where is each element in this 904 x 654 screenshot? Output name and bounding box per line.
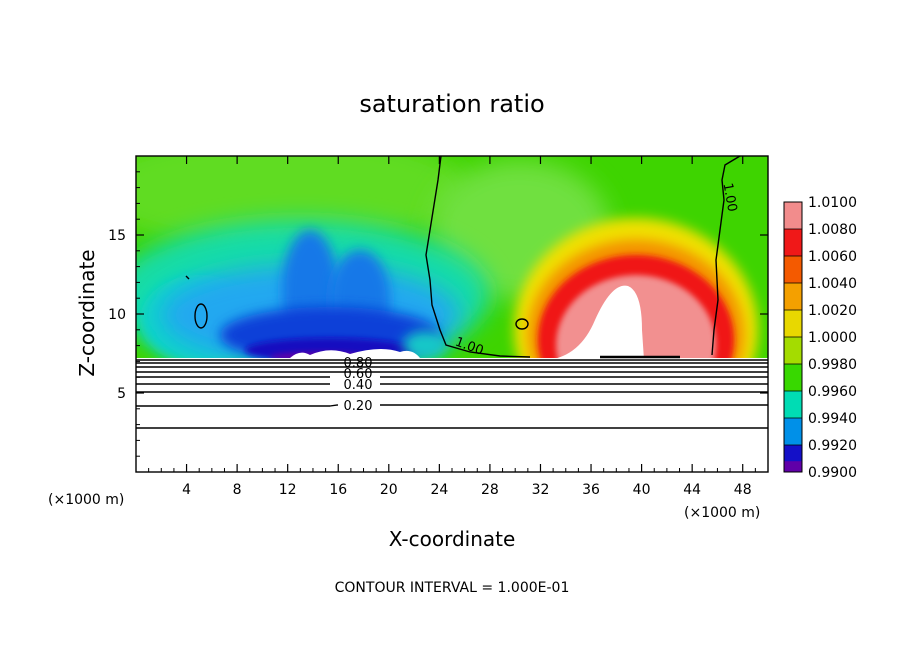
x-tick-label: 16: [329, 482, 347, 498]
contour-label-mask: [338, 398, 380, 411]
field-green-light: [136, 156, 470, 250]
x-tick-label: 12: [279, 482, 297, 498]
colorbar-label: 1.0000: [808, 330, 857, 346]
colorbar-swatch: [784, 461, 802, 472]
contour-closed: [185, 275, 190, 280]
x-tick-label: 32: [532, 482, 550, 498]
x-axis-label: X-coordinate: [389, 527, 516, 551]
colorbar-swatch: [784, 310, 802, 338]
x-tick-label: 24: [430, 482, 448, 498]
colorbar-swatch: [784, 283, 802, 311]
y-axis: 5 10 15: [108, 171, 768, 457]
x-axis: 4 8 12 16 20 24 28 32 36 40 44 48: [148, 156, 756, 498]
colorbar-label: 0.9960: [808, 384, 857, 400]
colorbar: 1.0100 1.0080 1.0060 1.0040 1.0020 1.0000 0.99…: [783, 195, 857, 481]
x-tick-label: 20: [380, 482, 398, 498]
x-tick-label: 40: [633, 482, 651, 498]
contour-label: 0.40: [344, 378, 373, 393]
contour-closed: [194, 303, 208, 329]
contour-line-1-00-right: [711, 156, 741, 356]
colorbar-swatch: [784, 337, 802, 365]
y-tick-label: 5: [117, 386, 126, 402]
colorbar-label: 1.0080: [808, 222, 857, 238]
colorbar-swatch: [784, 391, 802, 419]
colorbar-label: 0.9900: [808, 465, 857, 481]
plot-area: 0.80 0.60 0.40 0.20 1.00 1.00: [136, 156, 768, 472]
x-tick-label: 48: [734, 482, 752, 498]
dry-region-right-cyan: [403, 331, 447, 359]
x-tick-label: 44: [683, 482, 701, 498]
contour-closed: [515, 318, 529, 330]
contour-label: 1.00: [720, 182, 740, 213]
contour-label: 0.80: [344, 356, 373, 371]
colorbar-label: 0.9920: [808, 438, 857, 454]
x-tick-label: 4: [182, 482, 191, 498]
contour-label-mask: [338, 378, 378, 389]
colorbar-swatch: [784, 229, 802, 257]
y-tick-label: 10: [108, 307, 126, 323]
contour-lines: [136, 156, 768, 429]
x-tick-label: 28: [481, 482, 499, 498]
contour-label: 0.20: [344, 399, 373, 414]
chart-title: saturation ratio: [359, 90, 544, 118]
colorbar-swatch: [784, 418, 802, 446]
colorbar-swatch: [784, 256, 802, 284]
colorbar-label: 1.0020: [808, 303, 857, 319]
contour-line-1-00-left: [425, 156, 531, 358]
colorbar-label: 1.0100: [808, 195, 857, 211]
dry-region: [136, 220, 490, 370]
x-tick-label: 36: [582, 482, 600, 498]
arch-interior-white: [548, 285, 644, 360]
colorbar-swatch: [784, 364, 802, 392]
x-unit-left: (×1000 m): [48, 492, 124, 508]
colorbar-label: 0.9940: [808, 411, 857, 427]
y-axis-label: Z-coordinate: [75, 249, 99, 376]
x-unit-right: (×1000 m): [684, 505, 760, 521]
x-tick-label: 8: [233, 482, 242, 498]
contour-interval-note: CONTOUR INTERVAL = 1.000E-01: [335, 580, 570, 596]
colorbar-swatch: [784, 202, 802, 230]
colorbar-label: 0.9980: [808, 357, 857, 373]
cloud-base-edge: [136, 348, 768, 362]
colorbar-label: 1.0060: [808, 249, 857, 265]
y-tick-label: 15: [108, 228, 126, 244]
colorbar-label: 1.0040: [808, 276, 857, 292]
lower-region: [136, 358, 768, 472]
